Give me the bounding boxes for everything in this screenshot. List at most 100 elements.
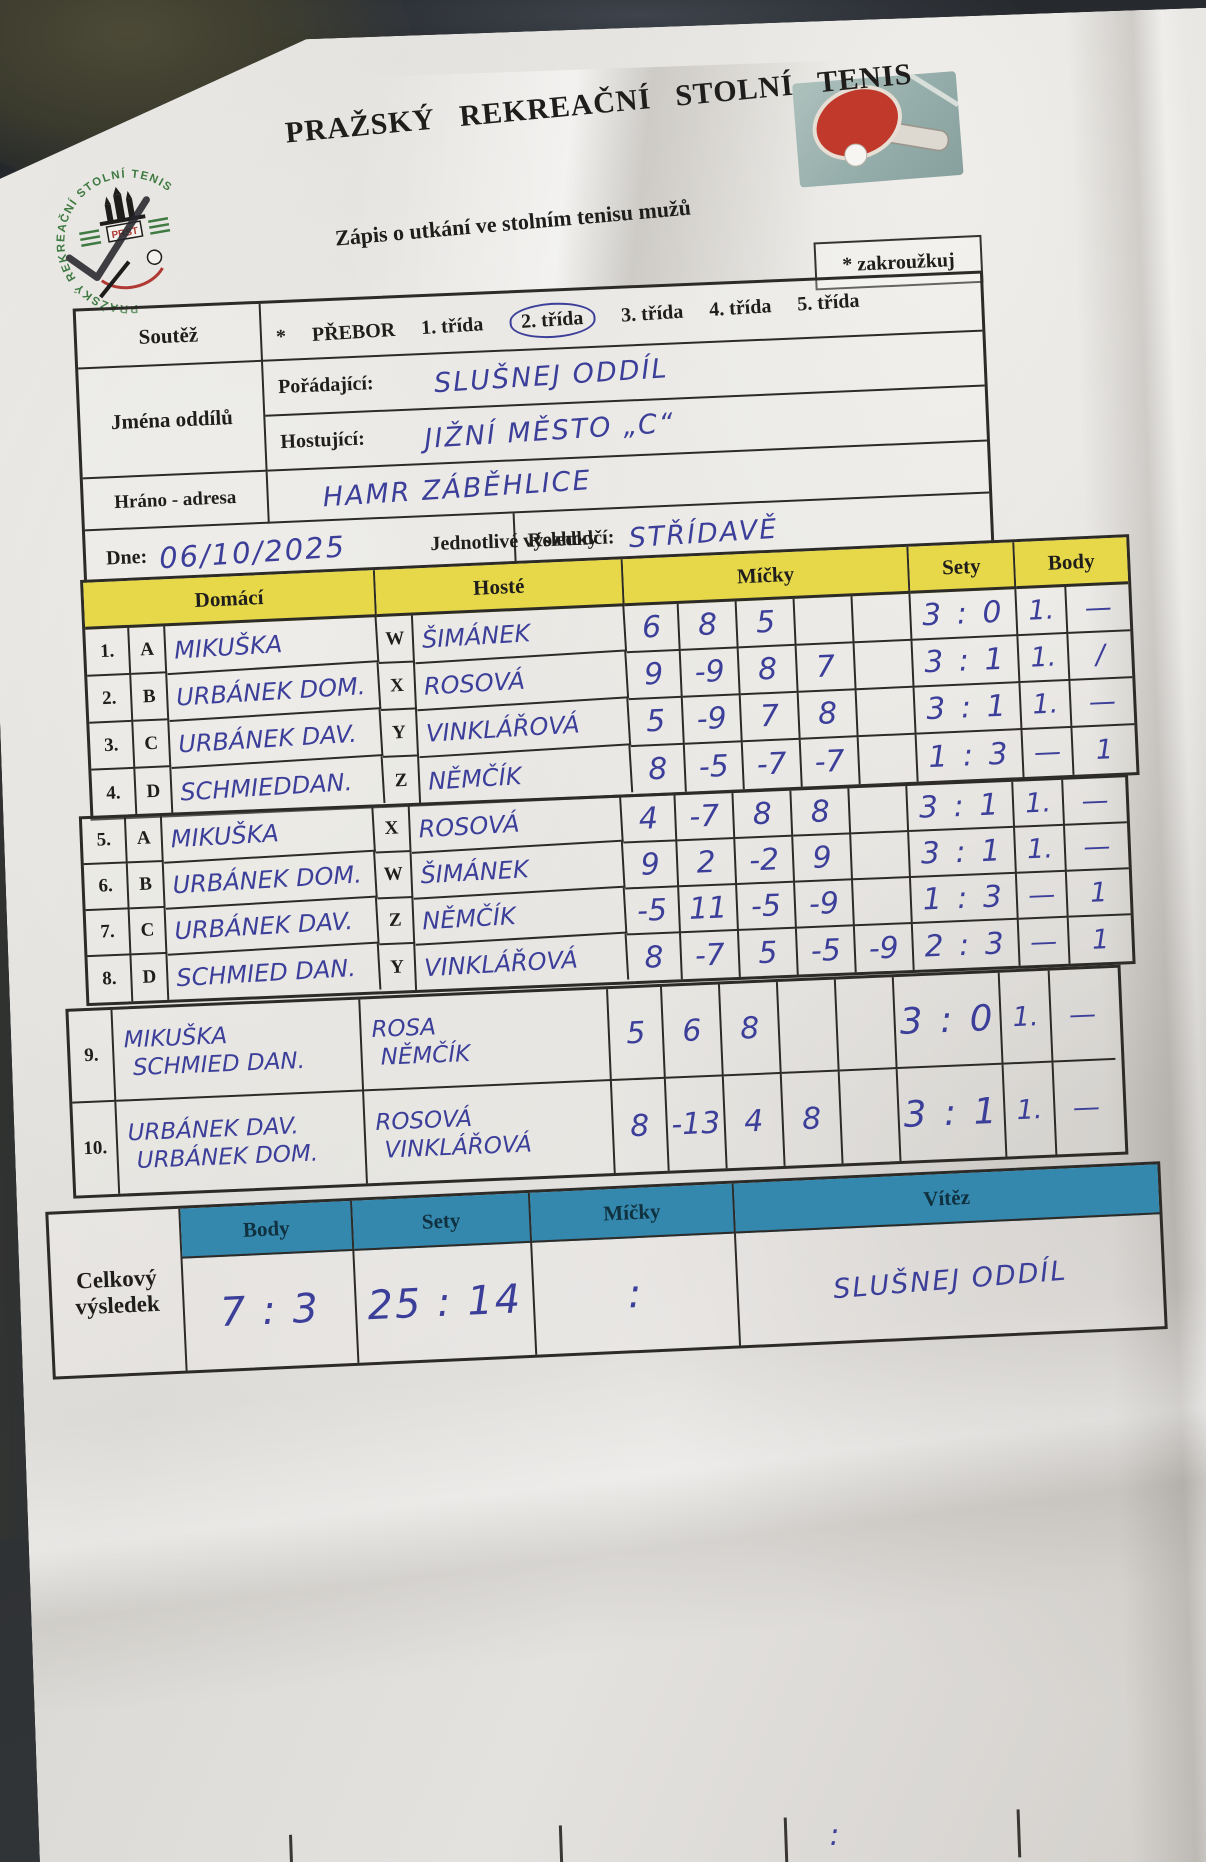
points-guest: 1 (1095, 734, 1114, 766)
table-tennis-paddle-image (792, 71, 964, 188)
home-key: A (129, 626, 167, 675)
set-score (853, 878, 913, 926)
set-score (857, 688, 917, 737)
partial-grid-line (1017, 1809, 1021, 1857)
partial-colon: : (828, 1817, 841, 1853)
set-score: 8 (679, 601, 739, 650)
hostujici-label: Hostující: (279, 427, 366, 454)
points-guest: — (1066, 584, 1130, 634)
sets-result: 3 : 1 (907, 782, 1015, 832)
club-logo: PRAŽSKÝ REKREAČNÍ STOLNÍ TENIS PRST (21, 148, 235, 334)
set-score: 9 (627, 651, 683, 700)
match-number: 4. (91, 769, 137, 818)
guest-key: W (376, 852, 414, 899)
set-score: -9 (795, 880, 855, 928)
guest-key: W (377, 615, 415, 664)
set-score: 4 (622, 795, 678, 843)
set-score: 9 (623, 841, 679, 889)
points-guest: — (1072, 1091, 1101, 1124)
points-home: 1. (1020, 681, 1072, 730)
home-pair: MIKUŠKA SCHMIED DAN. (112, 999, 364, 1101)
set-score: 4 (724, 1074, 786, 1168)
set-score: 8 (799, 690, 859, 739)
logo-castle-icon (94, 183, 146, 226)
guest-pair: ROSA NĚMČÍK (360, 989, 612, 1091)
match-number: 9. (69, 1010, 117, 1104)
match-number: 1. (85, 628, 131, 677)
competition-option-2trida-circled: 2. třída (508, 300, 596, 340)
guest-key: Y (381, 709, 419, 758)
guest-pair-player-1: ROSA (370, 1014, 437, 1043)
set-score: 11 (679, 885, 739, 933)
set-score: 8 (720, 982, 782, 1076)
points-home: 1. (1013, 780, 1065, 828)
match-number: 6. (84, 863, 130, 911)
points-guest: / (1068, 631, 1132, 681)
points-guest: 1 (1091, 923, 1110, 956)
set-score: 5 (739, 929, 799, 977)
guest-pair: ROSOVÁ VINKLÁŘOVÁ (364, 1081, 616, 1183)
set-score: -5 (797, 926, 857, 974)
set-score: -7 (675, 793, 735, 841)
home-key: D (131, 954, 169, 1001)
partial-grid-line (289, 1835, 293, 1862)
points-home: — (1019, 918, 1071, 966)
home-pair-player-1: URBÁNEK DAV. (127, 1113, 300, 1147)
sets-result: 2 : 3 (913, 920, 1021, 970)
poradajici-label: Pořádající: (277, 372, 375, 399)
summary-sety-value: 25 : 14 (354, 1243, 537, 1363)
set-score: -7 (743, 740, 803, 789)
set-score (795, 596, 855, 645)
summary-micky-value: : (532, 1234, 741, 1355)
form-subtitle: Zápis o utkání ve stolním tenisu mužů (333, 194, 692, 251)
guest-pair-player-2: VINKLÁŘOVÁ (384, 1131, 533, 1164)
set-score: 7 (741, 693, 801, 742)
set-score (836, 977, 898, 1071)
partial-grid-line (559, 1825, 563, 1862)
sets-result: 1 : 3 (911, 874, 1019, 924)
match-number: 5. (82, 817, 128, 865)
guest-pair-player-1: ROSOVÁ (374, 1105, 473, 1136)
set-score: 8 (739, 646, 799, 695)
header-sety: Sety (908, 542, 1016, 594)
summary-body-value: 7 : 3 (183, 1251, 360, 1371)
home-key: A (126, 816, 164, 863)
match-number: 10. (72, 1102, 120, 1196)
paddle-face (804, 75, 911, 171)
match-number: 7. (86, 909, 132, 957)
set-score: -2 (735, 837, 795, 885)
logo-ball-icon (146, 249, 162, 265)
sets-result: 1 : 3 (917, 730, 1025, 782)
set-score: -9 (681, 648, 741, 697)
jmena-oddilu-label: Jména oddílů (78, 362, 267, 480)
home-key: C (133, 720, 171, 769)
points-guest: — (1065, 823, 1129, 871)
home-pair-player-2: URBÁNEK DOM. (136, 1140, 319, 1174)
home-pair-player-1: MIKUŠKA (123, 1022, 228, 1054)
set-score: 5 (608, 987, 666, 1081)
set-score: -9 (683, 695, 743, 744)
home-key: D (135, 767, 173, 816)
soutez-star: * (275, 325, 287, 348)
set-score: -13 (666, 1076, 728, 1170)
set-score: 8 (733, 791, 793, 839)
set-score: 2 (677, 839, 737, 887)
points-home: — (1017, 872, 1069, 920)
paper-sheet: PRAŽSKÝ REKREAČNÍ STOLNÍ TENIS PRST (0, 6, 1206, 1862)
match-number: 2. (87, 675, 133, 724)
set-score: 6 (662, 984, 724, 1078)
match-number: 8. (87, 955, 133, 1003)
date-value: 06/10/2025 (158, 529, 348, 576)
sets-result: 3 : 1 (912, 636, 1020, 688)
guest-pair-player-2: NĚMČÍK (380, 1040, 471, 1071)
competition-option-4trida: 4. třída (708, 294, 772, 321)
home-key: B (128, 862, 166, 909)
dne-label: Dne: (105, 545, 148, 569)
home-pair: URBÁNEK DAV. URBÁNEK DOM. (116, 1091, 368, 1193)
set-score: 8 (782, 1071, 844, 1165)
set-score: -5 (625, 887, 681, 935)
guest-key: Y (379, 944, 417, 991)
set-score (851, 832, 911, 880)
logo-handle-icon (95, 262, 134, 297)
